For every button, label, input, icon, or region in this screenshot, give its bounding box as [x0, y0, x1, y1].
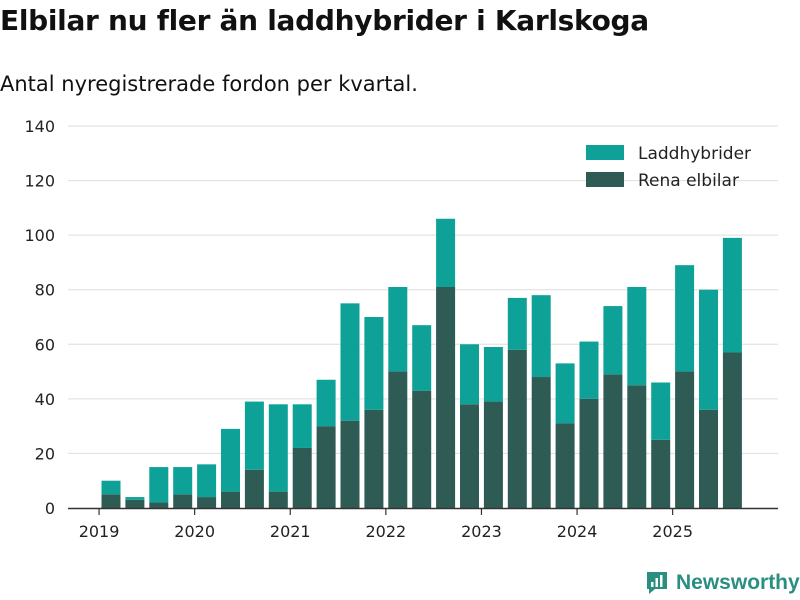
- y-tick-label: 20: [35, 444, 55, 463]
- bar-laddhybrider: [364, 317, 384, 410]
- bar-laddhybrider: [579, 341, 599, 399]
- bar-rena-elbilar: [722, 352, 742, 508]
- bar-rena-elbilar: [531, 377, 551, 508]
- legend-label: Rena elbilar: [638, 171, 739, 191]
- y-tick-label: 100: [24, 226, 55, 245]
- newsworthy-logo-icon: [647, 572, 667, 594]
- y-tick-label: 120: [24, 172, 55, 191]
- bar-rena-elbilar: [340, 420, 360, 508]
- stacked-bar-chart: 0 20 40 60 80 100 120 140 2019 2020 2021 2022 2023 20…: [24, 117, 778, 541]
- bar-laddhybrider: [173, 467, 193, 495]
- bar-rena-elbilar: [292, 447, 312, 508]
- bar-rena-elbilar: [436, 286, 456, 508]
- bar-rena-elbilar: [244, 469, 264, 508]
- bar-laddhybrider: [268, 404, 288, 492]
- bar-laddhybrider: [555, 363, 575, 424]
- bar-rena-elbilar: [388, 371, 408, 508]
- bar-laddhybrider: [221, 428, 240, 492]
- bar-rena-elbilar: [197, 497, 217, 508]
- bar-rena-elbilar: [268, 491, 288, 508]
- bar-laddhybrider: [722, 237, 742, 353]
- bar-laddhybrider: [101, 480, 121, 495]
- y-tick-label: 80: [35, 281, 55, 300]
- bar-laddhybrider: [340, 303, 360, 421]
- bar-laddhybrider: [412, 325, 432, 391]
- bar-laddhybrider: [388, 286, 408, 372]
- bar-laddhybrider: [197, 464, 217, 498]
- bar-rena-elbilar: [149, 502, 169, 508]
- bar-laddhybrider: [699, 289, 718, 410]
- bar-rena-elbilar: [483, 401, 503, 508]
- bar-laddhybrider: [627, 286, 647, 386]
- chart-subtitle: Antal nyregistrerade fordon per kvartal.: [0, 72, 418, 96]
- x-tick-label: 2023: [461, 522, 502, 541]
- bar-rena-elbilar: [555, 423, 575, 508]
- bar-rena-elbilar: [412, 390, 432, 508]
- brand-logo: Newsworthy: [645, 570, 800, 596]
- x-tick-label: 2019: [79, 522, 120, 541]
- brand-name: Newsworthy: [676, 571, 800, 594]
- bar-laddhybrider: [675, 265, 695, 372]
- bar-rena-elbilar: [651, 439, 671, 508]
- legend-label: Laddhybrider: [638, 144, 751, 164]
- x-tick-label: 2020: [174, 522, 215, 541]
- bar-laddhybrider: [651, 382, 671, 440]
- bar-rena-elbilar: [125, 499, 145, 508]
- x-tick-label: 2025: [652, 522, 693, 541]
- bar-rena-elbilar: [364, 409, 384, 508]
- bar-laddhybrider: [436, 218, 456, 287]
- bar-rena-elbilar: [675, 371, 695, 508]
- bar-laddhybrider: [460, 344, 479, 405]
- y-tick-label: 140: [24, 117, 55, 136]
- bar-rena-elbilar: [579, 398, 599, 508]
- bar-rena-elbilar: [221, 491, 240, 508]
- bar-laddhybrider: [531, 295, 551, 378]
- bar-laddhybrider: [125, 497, 145, 500]
- x-tick-label: 2022: [365, 522, 406, 541]
- bar-laddhybrider: [507, 297, 527, 350]
- bar-rena-elbilar: [460, 404, 479, 508]
- bar-laddhybrider: [244, 401, 264, 470]
- x-tick-label: 2021: [270, 522, 311, 541]
- bar-laddhybrider: [149, 467, 169, 503]
- bar-laddhybrider: [316, 379, 336, 427]
- y-tick-label: 0: [45, 499, 55, 518]
- bar-rena-elbilar: [507, 349, 527, 508]
- bar-rena-elbilar: [699, 409, 718, 508]
- bar-rena-elbilar: [627, 385, 647, 508]
- y-tick-label: 60: [35, 335, 55, 354]
- legend-swatch: [586, 172, 624, 187]
- bar-laddhybrider: [292, 404, 312, 448]
- x-tick-label: 2024: [557, 522, 598, 541]
- bar-rena-elbilar: [603, 374, 623, 508]
- chart-title: Elbilar nu fler än laddhybrider i Karlsk…: [0, 4, 649, 37]
- y-tick-label: 40: [35, 390, 55, 409]
- legend-swatch: [586, 145, 624, 160]
- bar-rena-elbilar: [101, 494, 121, 508]
- bar-rena-elbilar: [316, 426, 336, 508]
- bar-laddhybrider: [483, 347, 503, 402]
- bar-laddhybrider: [603, 306, 623, 375]
- bar-rena-elbilar: [173, 494, 193, 508]
